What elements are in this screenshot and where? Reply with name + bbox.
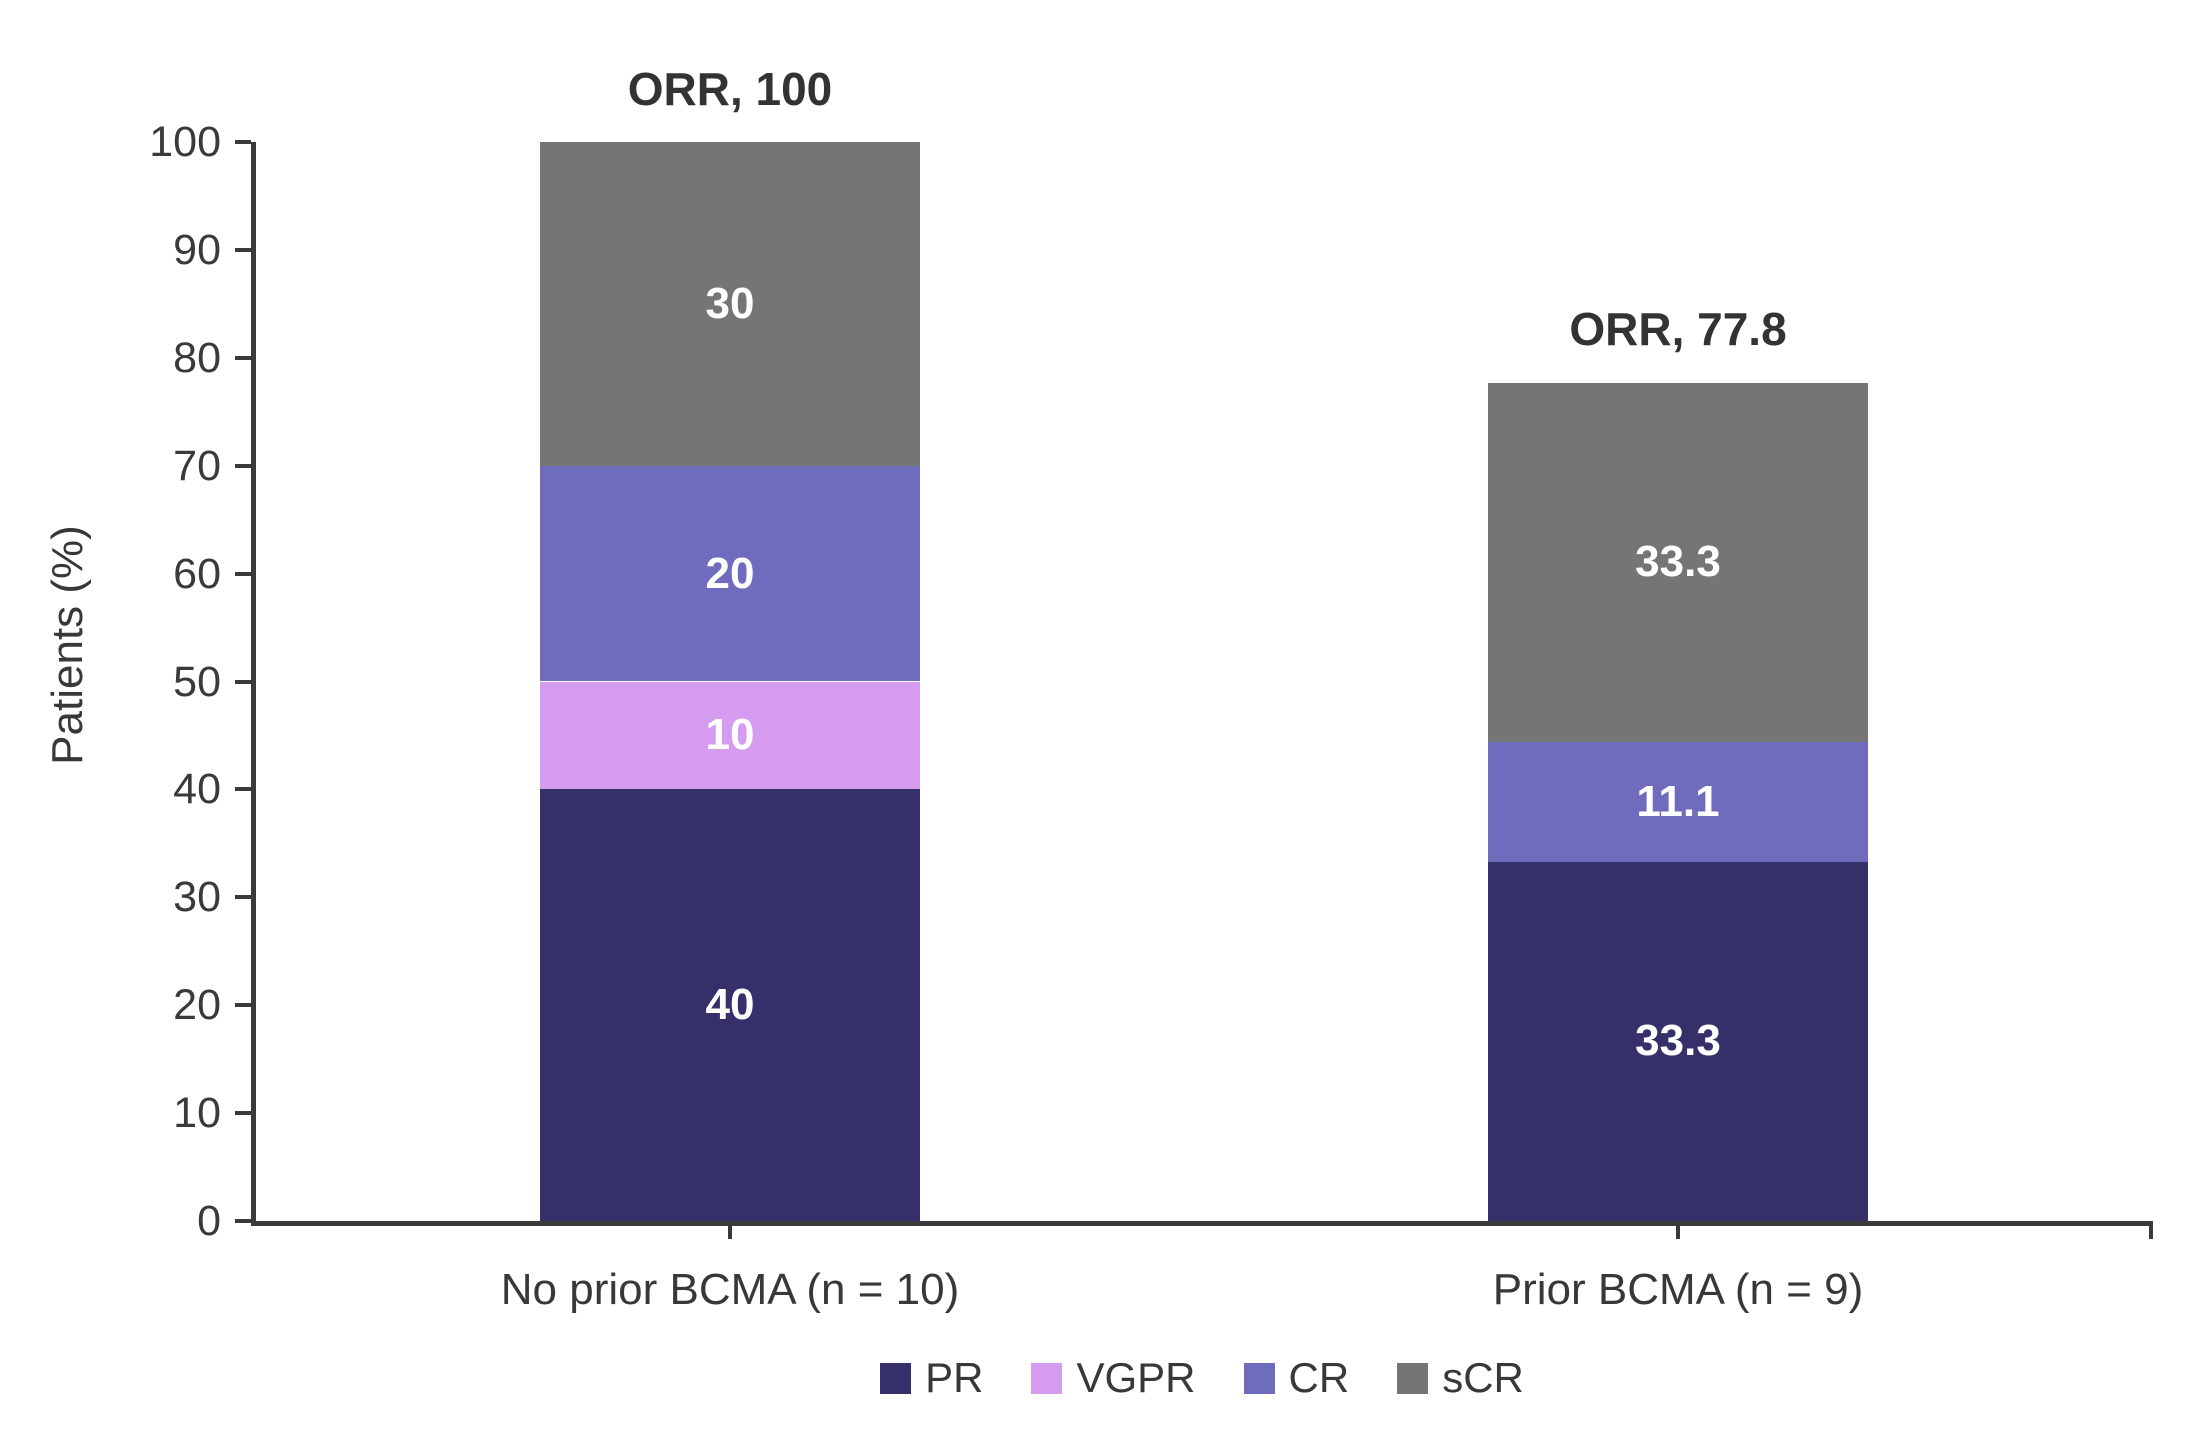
x-axis-category-label: No prior BCMA (n = 10) [500, 1265, 960, 1314]
y-axis-tick-label: 30 [173, 873, 221, 922]
bar-segment-value: 40 [705, 980, 755, 1030]
x-axis-category-label: Prior BCMA (n = 9) [1492, 1265, 1864, 1314]
y-axis-tick-label: 60 [173, 549, 221, 598]
y-axis-tick-label: 40 [173, 765, 221, 814]
y-axis-tick [235, 1219, 251, 1223]
y-axis-tick [235, 679, 251, 684]
bar-segment-scr [540, 142, 920, 466]
legend-swatch-vgpr [1031, 1362, 1063, 1394]
bar-segment-pr [1488, 861, 1868, 1221]
y-axis-tick [235, 787, 251, 792]
legend-label: VGPR [1076, 1354, 1196, 1401]
legend-swatch-scr [1397, 1362, 1429, 1394]
y-axis-tick [235, 140, 251, 144]
y-axis-tick [235, 463, 251, 468]
y-axis-tick-label: 70 [173, 441, 221, 490]
y-axis-line [251, 142, 256, 1226]
y-axis-tick-label: 50 [173, 657, 221, 706]
y-axis-tick [235, 1111, 251, 1116]
bar-segment-value: 10 [705, 710, 755, 760]
orr-total-label: ORR, 77.8 [1569, 302, 1787, 355]
y-axis-tick-label: 90 [173, 225, 221, 274]
bar-segment-value: 20 [705, 548, 755, 598]
bar-segment-value: 30 [705, 278, 755, 328]
legend-swatch-pr [880, 1362, 912, 1394]
legend-label: CR [1288, 1354, 1350, 1401]
legend-label: sCR [1442, 1354, 1524, 1401]
x-axis-end-tick [2149, 1226, 2153, 1239]
bar-segment-cr [1488, 741, 1868, 862]
y-axis-tick [235, 355, 251, 360]
y-axis-tick [235, 895, 251, 900]
legend-item-cr: CR [1243, 1354, 1350, 1402]
bar-segment-pr [540, 789, 920, 1221]
y-axis-title: Patients (%) [43, 525, 92, 765]
y-axis-tick [235, 571, 251, 576]
legend-item-vgpr: VGPR [1031, 1354, 1196, 1402]
y-axis-tick [235, 1003, 251, 1008]
y-axis-tick-label: 20 [173, 981, 221, 1030]
legend: PR VGPR CR sCR [251, 1354, 2153, 1402]
y-axis-tick-label: 80 [173, 333, 221, 382]
bar-segment-scr [1488, 382, 1868, 742]
orr-total-label: ORR, 100 [627, 63, 833, 115]
bar-segment-value: 33.3 [1635, 537, 1721, 587]
x-axis-line [251, 1221, 2153, 1226]
bar-segment-value: 11.1 [1636, 776, 1720, 826]
bar-segment-vgpr [540, 681, 920, 790]
y-axis-tick-label: 10 [173, 1089, 221, 1138]
bar-segment-cr [540, 465, 920, 682]
legend-swatch-cr [1243, 1362, 1275, 1394]
y-axis-tick [235, 247, 251, 252]
legend-label: PR [925, 1354, 984, 1401]
y-axis-tick-label: 100 [149, 118, 221, 166]
y-axis-tick-label: 0 [197, 1197, 221, 1245]
x-axis-category-tick [728, 1226, 732, 1239]
bar-segment-value: 33.3 [1635, 1016, 1721, 1066]
legend-item-scr: sCR [1397, 1354, 1524, 1402]
x-axis-category-tick [1676, 1226, 1680, 1239]
legend-item-pr: PR [880, 1354, 983, 1402]
